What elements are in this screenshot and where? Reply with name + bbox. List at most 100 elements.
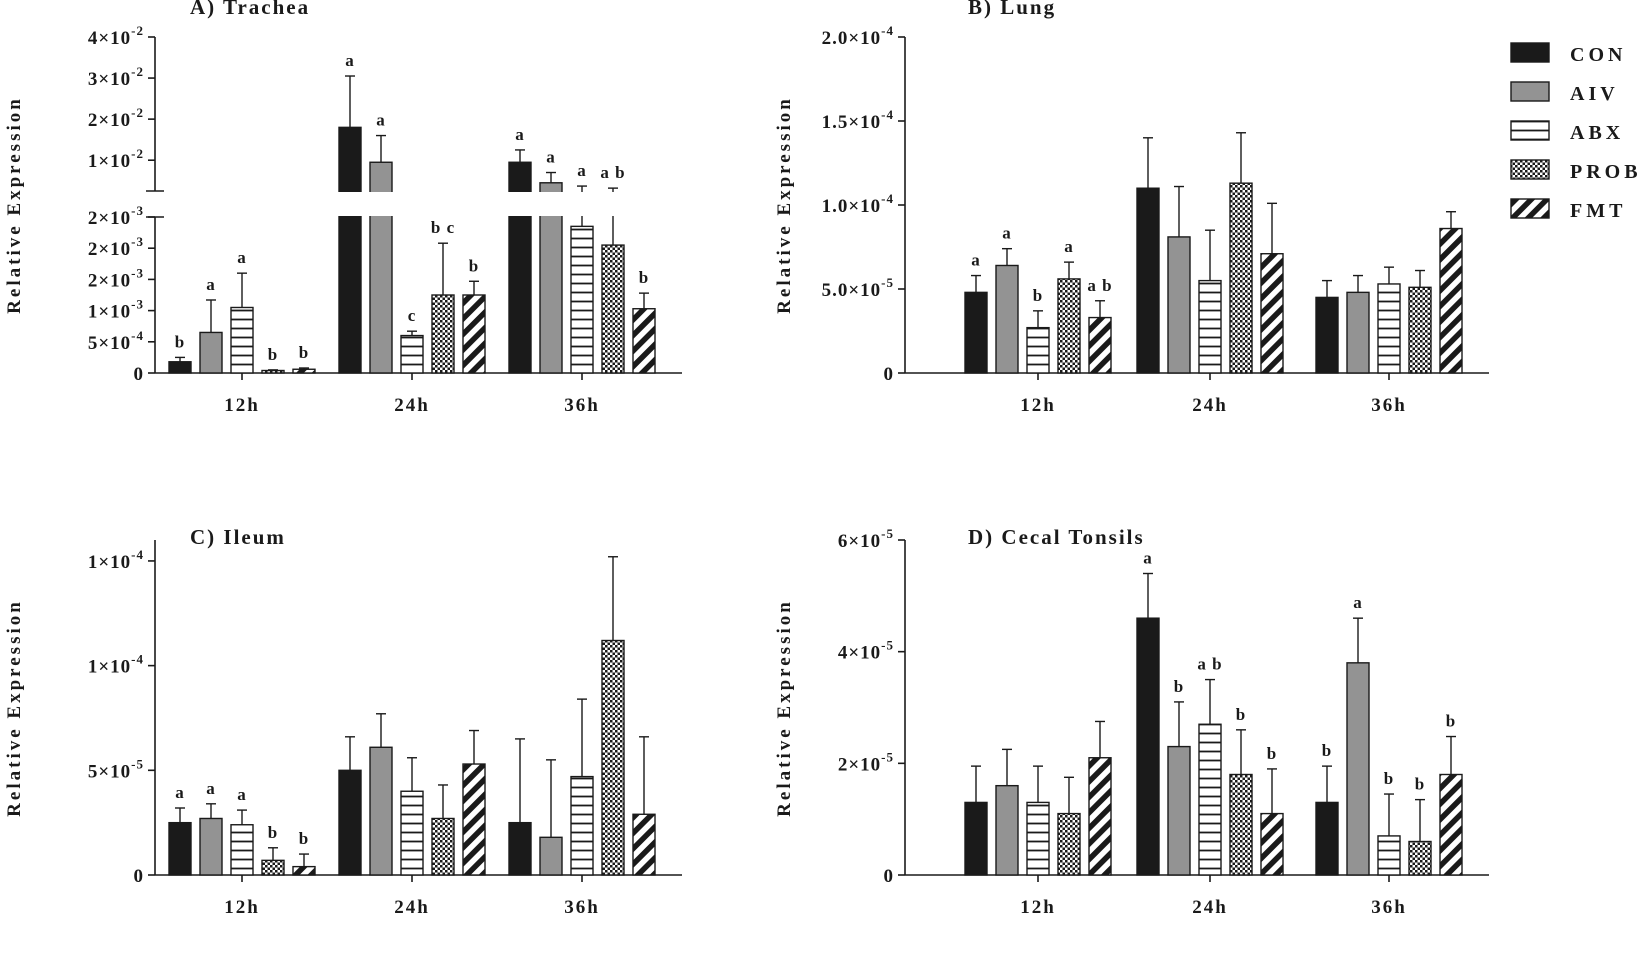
panel-d: D) Cecal Tonsils Relative Expression 0 2×10… [774, 525, 1489, 918]
significance-letter: b [639, 268, 649, 287]
y-tick-label: 4×10-5 [838, 638, 894, 664]
significance-letter: b [469, 256, 479, 275]
panel-b: B) Lung Relative Expression 0 5.0×10-5 1.0×1… [774, 0, 1489, 416]
x-tick-label: 24h [1192, 395, 1228, 416]
bar-prob [1057, 812, 1081, 876]
significance-letter: a [345, 51, 355, 70]
significance-letter: b [175, 332, 185, 351]
bar-fmt [1439, 773, 1463, 876]
panel-title: B) Lung [968, 0, 1056, 19]
bar-prob [261, 369, 285, 374]
bar-prob [1229, 773, 1253, 876]
significance-letter: a [206, 779, 216, 798]
legend-label: ABX [1570, 122, 1624, 144]
bar-fmt [462, 294, 486, 374]
y-axis-label: Relative Expression [774, 599, 795, 817]
significance-letter: a [1064, 237, 1074, 256]
significance-letter: b [1384, 769, 1394, 788]
bar-aiv [199, 817, 223, 876]
x-tick-label: 24h [394, 395, 430, 416]
panel-a: A) Trachea Relative Expression 0 5×10-4 1×10… [4, 0, 720, 416]
significance-letter: a [971, 251, 981, 270]
legend-swatch-prob [1510, 159, 1550, 180]
bar-aiv [995, 264, 1019, 374]
y-tick-label: 2×10-3 [88, 265, 144, 291]
y-tick-label: 0 [884, 364, 895, 385]
y-tick-label: 1×10-4 [88, 652, 144, 678]
bar-prob [601, 244, 625, 374]
significance-letter: a b [600, 163, 625, 182]
bar-aiv [539, 836, 563, 876]
y-axis-label: Relative Expression [774, 96, 795, 314]
bar-abx [1198, 723, 1222, 876]
significance-letter: b [1267, 744, 1277, 763]
significance-letter: a [515, 125, 525, 144]
significance-letter: b [268, 345, 278, 364]
bar-aiv [539, 182, 563, 374]
significance-letter: a [237, 785, 247, 804]
bar-con [338, 769, 362, 876]
bar-fmt [1260, 253, 1284, 374]
y-tick-label: 2×10-3 [88, 234, 144, 260]
bar-prob [431, 294, 455, 374]
y-tick-label: 1×10-4 [88, 547, 144, 573]
y-axis-label: Relative Expression [4, 599, 25, 817]
bar-fmt [1088, 316, 1112, 374]
bar-aiv [995, 784, 1019, 876]
legend-swatch-abx [1510, 120, 1550, 141]
bar-con [1315, 296, 1339, 374]
x-tick-label: 36h [1371, 395, 1407, 416]
legend-label: FMT [1570, 200, 1626, 222]
significance-letter: b [1174, 677, 1184, 696]
x-tick-label: 12h [1020, 395, 1056, 416]
y-tick-label: 1.5×10-4 [822, 107, 894, 133]
significance-letter: b [299, 829, 309, 848]
significance-letter: a [175, 783, 185, 802]
x-tick-label: 12h [1020, 897, 1056, 918]
bar-fmt [632, 308, 656, 374]
x-tick-label: 36h [564, 395, 600, 416]
significance-letter: a [1143, 549, 1153, 568]
y-tick-label: 3×10-2 [88, 64, 144, 90]
bar-abx [1026, 801, 1050, 876]
bar-prob [1408, 840, 1432, 876]
y-tick-label: 2×10-5 [838, 749, 894, 775]
panel-title: C) Ileum [190, 525, 286, 549]
y-tick-label: 1.0×10-4 [822, 191, 894, 217]
y-axis-label: Relative Expression [4, 96, 25, 314]
bar-abx [230, 306, 254, 374]
bar-prob [431, 817, 455, 876]
bar-con [1315, 801, 1339, 876]
legend-label: AIV [1570, 83, 1619, 105]
x-tick-label: 12h [224, 395, 260, 416]
panel-title: D) Cecal Tonsils [968, 525, 1145, 549]
legend: CON AIV ABX PROB FMT [1510, 42, 1638, 222]
significance-letter: b [1236, 705, 1246, 724]
y-tick-label: 0 [134, 364, 145, 385]
legend-swatch-con [1510, 42, 1550, 63]
y-tick-label: 5.0×10-5 [822, 275, 894, 301]
significance-letter: b c [431, 218, 455, 237]
significance-letter: b [1446, 712, 1456, 731]
y-tick-label: 6×10-5 [838, 526, 894, 552]
y-tick-label: 4×10-2 [88, 23, 144, 49]
bar-abx [570, 775, 594, 876]
y-tick-label: 5×10-5 [88, 756, 144, 782]
bar-fmt [292, 368, 316, 374]
x-tick-label: 24h [394, 897, 430, 918]
y-tick-label: 2×10-3 [88, 203, 144, 229]
significance-letter: b [299, 343, 309, 362]
significance-letter: a [206, 275, 216, 294]
bar-fmt [1439, 227, 1463, 374]
bar-con [168, 821, 192, 876]
y-tick-label: 2.0×10-4 [822, 23, 894, 49]
significance-letter: a [546, 148, 556, 167]
bar-con [1136, 617, 1160, 876]
bar-fmt [462, 763, 486, 876]
bar-abx [1026, 326, 1050, 374]
y-tick-label: 5×10-4 [88, 328, 144, 354]
significance-letter: a [577, 161, 587, 180]
bar-con [168, 361, 192, 374]
y-tick-label: 1×10-2 [88, 146, 144, 172]
bar-con [1136, 187, 1160, 374]
